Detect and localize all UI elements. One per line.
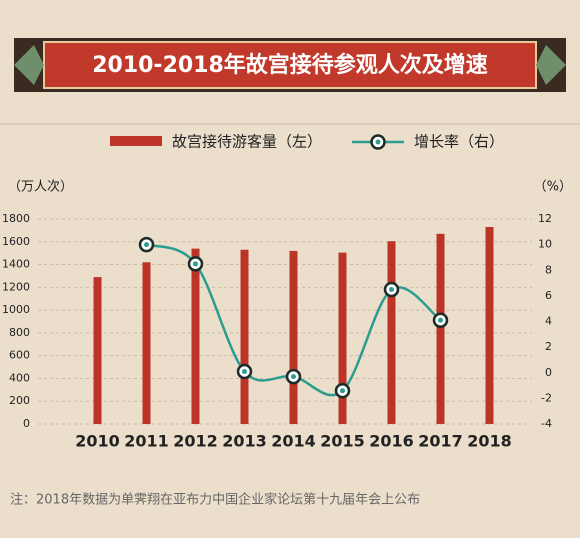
y-tick-label: 1200 bbox=[2, 280, 30, 293]
marker-center bbox=[242, 368, 247, 374]
y2-axis-label: （%） bbox=[534, 180, 572, 195]
marker-center bbox=[144, 242, 149, 248]
y2-tick-label: 10 bbox=[538, 238, 552, 251]
x-tick-label: 2017 bbox=[418, 432, 463, 451]
bar bbox=[338, 252, 347, 424]
y2-tick-label: 6 bbox=[545, 289, 552, 302]
y-tick-label: 400 bbox=[9, 371, 30, 384]
y2-tick-label: 0 bbox=[545, 366, 552, 379]
legend-swatch bbox=[110, 136, 162, 146]
marker-center bbox=[291, 374, 296, 380]
y-tick-label: 600 bbox=[9, 349, 30, 362]
y-tick-label: 1000 bbox=[2, 303, 30, 316]
x-tick-label: 2018 bbox=[467, 432, 512, 451]
x-tick-label: 2010 bbox=[75, 432, 120, 451]
y-tick-label: 0 bbox=[23, 417, 30, 430]
y-tick-label: 1400 bbox=[2, 258, 30, 271]
bar bbox=[387, 241, 396, 424]
bar bbox=[142, 262, 151, 424]
marker-center bbox=[340, 388, 345, 394]
note: 注：2018年数据为单霁翔在亚布力中国企业家论坛第十九届年会上公布 bbox=[10, 492, 420, 508]
y2-tick-label: -2 bbox=[541, 391, 552, 404]
y2-tick-label: 12 bbox=[538, 212, 552, 225]
y-tick-label: 800 bbox=[9, 326, 30, 339]
y2-tick-label: 2 bbox=[545, 340, 552, 353]
chart-title: 2010-2018年故宫接待参观人次及增速 bbox=[92, 52, 488, 78]
bar bbox=[436, 233, 445, 424]
legend-label: 故宫接待游客量（左） bbox=[172, 133, 322, 151]
y-tick-label: 1800 bbox=[2, 212, 30, 225]
y2-tick-label: 8 bbox=[545, 263, 552, 276]
legend-marker-center bbox=[375, 139, 381, 145]
x-tick-label: 2015 bbox=[320, 432, 365, 451]
y2-tick-label: -4 bbox=[541, 417, 552, 430]
banner-body bbox=[43, 41, 537, 89]
marker-center bbox=[389, 286, 394, 292]
legend-label: 增长率（右） bbox=[414, 133, 504, 151]
x-tick-label: 2011 bbox=[124, 432, 169, 451]
bar bbox=[289, 250, 298, 424]
bar bbox=[191, 248, 200, 424]
y-axis-label: （万人次） bbox=[8, 179, 73, 195]
bar bbox=[485, 226, 494, 424]
x-tick-label: 2012 bbox=[173, 432, 218, 451]
y2-tick-label: 4 bbox=[545, 315, 552, 328]
marker-center bbox=[438, 317, 443, 323]
y-tick-label: 1600 bbox=[2, 235, 30, 248]
x-tick-label: 2014 bbox=[271, 432, 316, 451]
y-tick-label: 200 bbox=[9, 394, 30, 407]
bar bbox=[93, 277, 102, 424]
marker-center bbox=[193, 261, 198, 267]
x-tick-label: 2013 bbox=[222, 432, 267, 451]
x-tick-label: 2016 bbox=[369, 432, 414, 451]
bar bbox=[240, 249, 249, 424]
title-banner: 2010-2018年故宫接待参观人次及增速 bbox=[14, 38, 566, 92]
